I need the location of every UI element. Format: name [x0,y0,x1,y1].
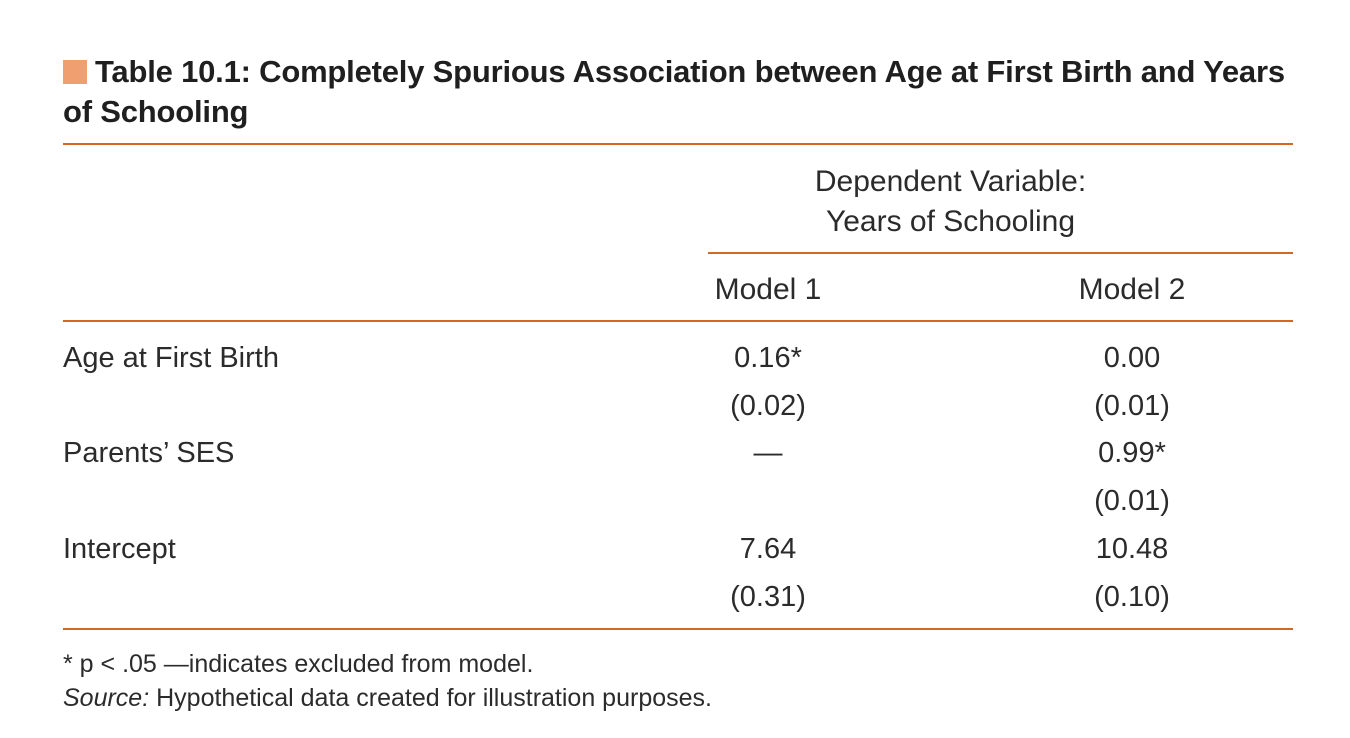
title-marker-square [63,60,87,84]
table-title-text: Table 10.1: Completely Spurious Associat… [63,54,1285,129]
cell-age-model-1-se: (0.02) [730,390,806,422]
cell-intercept-model-1-se: (0.31) [730,581,806,613]
cell-intercept-model-1: 7.64 [739,533,797,565]
cell-intercept-model-2: 10.48 [1095,533,1169,565]
cell-age-model-2: 0.00 [1103,342,1161,374]
cell-age-model-2-se: (0.01) [1094,390,1170,422]
dependent-variable-header: Dependent Variable: Years of Schooling [708,162,1193,242]
dependent-variable-rule [708,252,1293,254]
source-text: Hypothetical data created for illustrati… [149,684,712,712]
column-header-model-2: Model 2 [1078,273,1186,306]
cell-ses-model-2-se: (0.01) [1094,485,1170,517]
row-label-intercept: Intercept [63,533,176,565]
dependent-variable-line1: Dependent Variable: [814,165,1087,198]
cell-ses-model-1: — [753,437,783,469]
dependent-variable-line2: Years of Schooling [825,205,1076,238]
row-label-age-at-first-birth: Age at First Birth [63,342,279,374]
cell-intercept-model-2-se: (0.10) [1094,581,1170,613]
column-header-model-1: Model 1 [714,273,822,306]
top-rule [63,143,1293,145]
header-rule [63,320,1293,322]
row-label-parents-ses: Parents’ SES [63,437,235,469]
cell-age-model-1: 0.16* [734,342,802,374]
footnote-significance: * p < .05 —indicates excluded from model… [63,650,534,678]
cell-ses-model-2: 0.99* [1098,437,1166,469]
table-title: Table 10.1: Completely Spurious Associat… [63,52,1293,132]
source-label: Source: [63,684,150,712]
footnote-source: Source: Hypothetical data created for il… [63,681,712,715]
bottom-rule [63,628,1293,630]
